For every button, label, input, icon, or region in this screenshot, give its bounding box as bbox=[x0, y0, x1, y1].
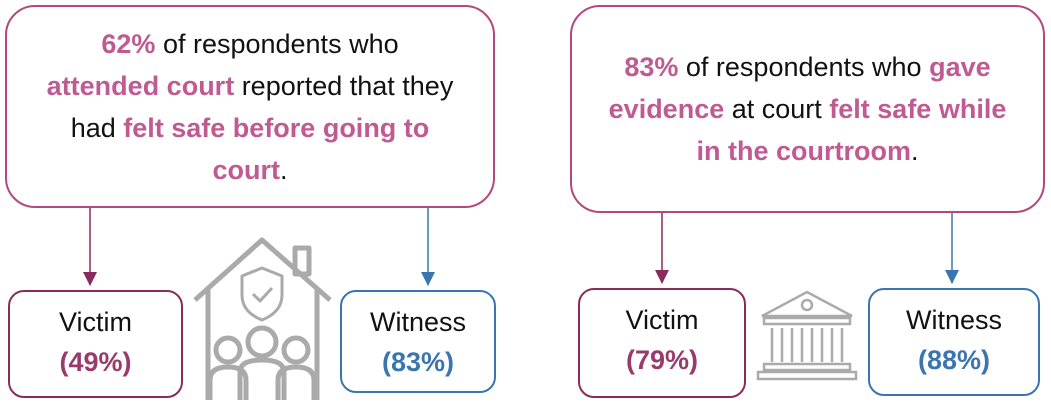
victim-box: Victim (79%) bbox=[578, 288, 746, 398]
highlight-text: attended court bbox=[46, 70, 235, 101]
witness-label: Witness bbox=[369, 307, 467, 337]
arrows bbox=[83, 208, 959, 286]
highlight-text: felt safe while in the courtroom bbox=[696, 94, 1007, 166]
arrow-head bbox=[83, 272, 97, 286]
house-icon bbox=[193, 237, 332, 400]
callout-text: 62% of respondents who attended court re… bbox=[45, 23, 455, 191]
victim-label: Victim bbox=[625, 305, 699, 335]
arrow-head bbox=[655, 270, 669, 284]
arrow-head bbox=[421, 272, 435, 286]
victim-share: (79%) bbox=[625, 345, 699, 375]
highlight-text: 83% bbox=[624, 52, 679, 82]
callout-text: 83% of respondents who gave evidence at … bbox=[608, 46, 1008, 172]
courthouse-icon bbox=[756, 290, 858, 381]
text: . bbox=[279, 154, 288, 185]
witness-box: Witness (83%) bbox=[340, 290, 496, 393]
callout-box: 62% of respondents who attended court re… bbox=[5, 5, 495, 208]
text: . bbox=[910, 136, 919, 166]
highlight-text: felt safe before going to court bbox=[123, 112, 430, 185]
highlight-text: gave evidence bbox=[608, 52, 991, 124]
victim-share: (49%) bbox=[59, 347, 132, 377]
text: of respondents who bbox=[155, 28, 399, 59]
victim-box: Victim (49%) bbox=[8, 290, 183, 398]
highlight-text: 62% bbox=[101, 28, 156, 59]
witness-share: (83%) bbox=[381, 347, 455, 377]
witness-share: (88%) bbox=[917, 345, 991, 375]
witness-box: Witness (88%) bbox=[868, 288, 1040, 396]
witness-label: Witness bbox=[905, 305, 1003, 335]
text: reported that they had bbox=[70, 70, 454, 143]
arrow-head bbox=[945, 270, 959, 284]
text: at court bbox=[724, 94, 830, 124]
victim-label: Victim bbox=[58, 307, 132, 337]
callout-box: 83% of respondents who gave evidence at … bbox=[570, 5, 1045, 213]
text: of respondents who bbox=[678, 52, 930, 82]
